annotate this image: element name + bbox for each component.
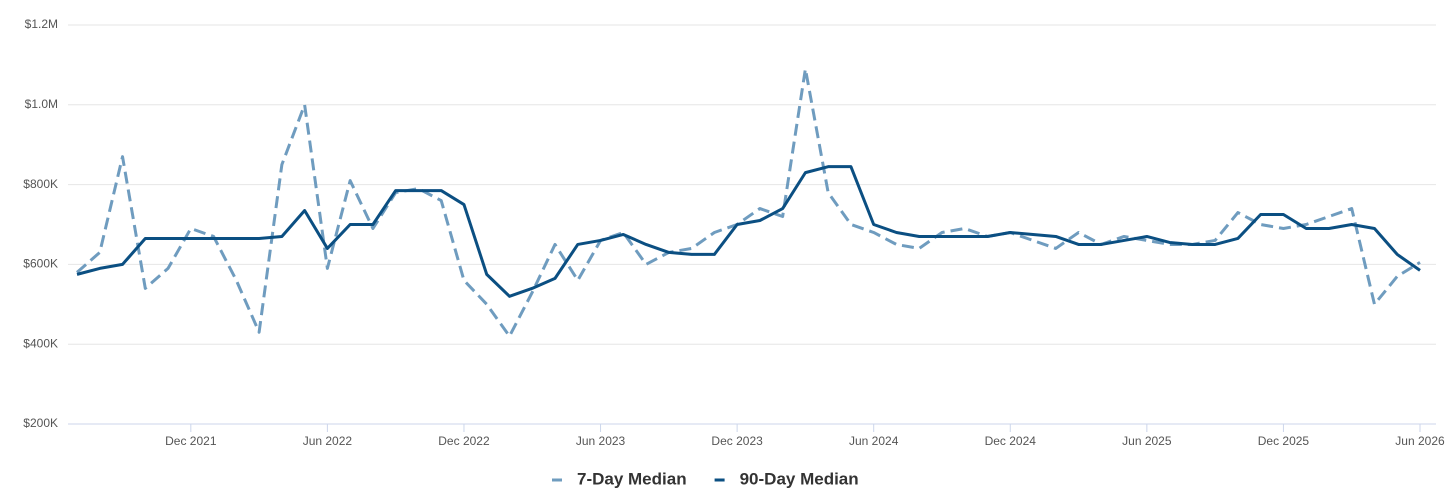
x-tick-label: Jun 2023 <box>576 434 626 448</box>
y-tick-label: $200K <box>23 416 58 430</box>
x-tick-label: Jun 2024 <box>849 434 899 448</box>
legend-label: 7-Day Median <box>577 469 687 488</box>
legend-label: 90-Day Median <box>740 469 859 488</box>
x-tick-label: Dec 2021 <box>165 434 217 448</box>
series-line <box>76 165 1421 298</box>
x-tick-label: Dec 2023 <box>711 434 763 448</box>
y-tick-label: $1.2M <box>25 17 58 31</box>
x-tick-label: Dec 2022 <box>438 434 490 448</box>
y-tick-label: $600K <box>23 257 58 271</box>
x-tick-label: Dec 2025 <box>1258 434 1310 448</box>
x-tick-label: Jun 2022 <box>303 434 353 448</box>
y-tick-label: $400K <box>23 336 58 350</box>
x-tick-label: Jun 2026 <box>1395 434 1445 448</box>
x-tick-label: Dec 2024 <box>985 434 1037 448</box>
y-tick-label: $800K <box>23 177 58 191</box>
series-line <box>76 67 1421 338</box>
y-tick-label: $1.0M <box>25 97 58 111</box>
x-tick-label: Jun 2025 <box>1122 434 1172 448</box>
